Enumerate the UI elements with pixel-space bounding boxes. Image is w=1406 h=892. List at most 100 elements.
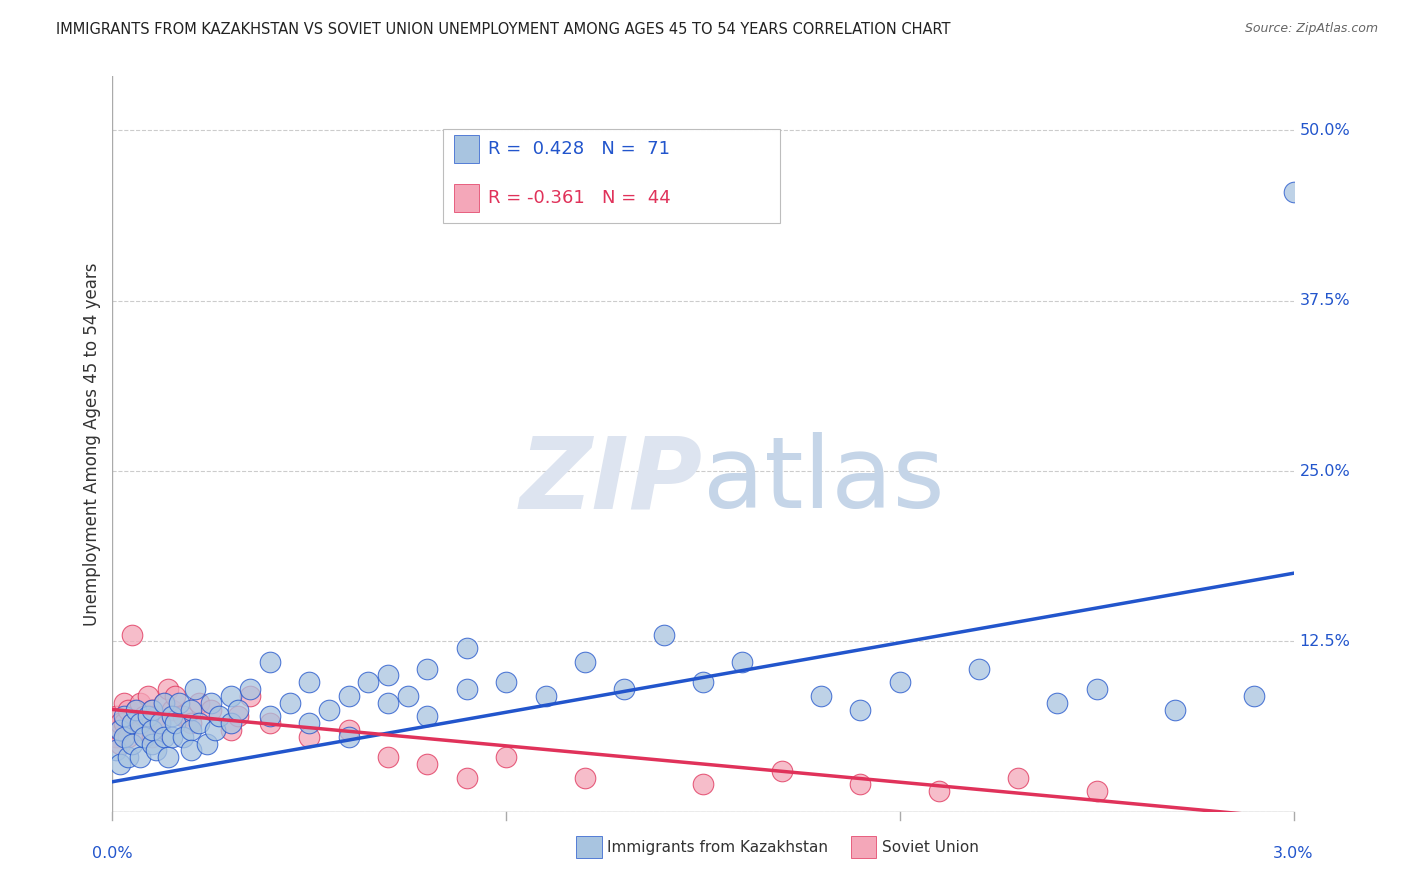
Point — [149, 716, 172, 731]
Point — [337, 689, 360, 703]
Point — [298, 730, 321, 744]
Point — [219, 723, 242, 737]
Text: Source: ZipAtlas.com: Source: ZipAtlas.com — [1244, 22, 1378, 36]
Y-axis label: Unemployment Among Ages 45 to 54 years: Unemployment Among Ages 45 to 54 years — [83, 262, 101, 625]
Point — [652, 627, 675, 641]
Point — [152, 696, 174, 710]
Text: ZIP: ZIP — [520, 432, 703, 529]
Point — [239, 689, 262, 703]
Point — [219, 716, 242, 731]
Point — [377, 668, 399, 682]
Point — [416, 709, 439, 723]
Point — [298, 675, 321, 690]
Point — [110, 723, 132, 737]
Point — [129, 723, 152, 737]
Point — [357, 675, 380, 690]
Point — [105, 709, 128, 723]
Point — [770, 764, 793, 778]
Text: 12.5%: 12.5% — [1299, 634, 1350, 648]
Point — [200, 702, 222, 716]
Point — [228, 702, 250, 716]
Point — [188, 716, 211, 731]
Point — [613, 681, 636, 696]
Point — [534, 689, 557, 703]
Point — [112, 709, 135, 723]
Point — [105, 743, 128, 757]
Point — [692, 675, 714, 690]
Point — [195, 737, 218, 751]
Point — [495, 750, 517, 764]
Point — [141, 737, 163, 751]
Point — [228, 709, 250, 723]
Point — [337, 730, 360, 744]
Point — [337, 723, 360, 737]
Point — [1282, 185, 1305, 199]
Point — [141, 702, 163, 716]
Point — [184, 681, 207, 696]
Point — [165, 689, 187, 703]
Point — [298, 716, 321, 731]
Point — [731, 655, 754, 669]
Point — [180, 716, 202, 731]
Point — [849, 777, 872, 791]
Point — [141, 723, 163, 737]
Point — [318, 702, 340, 716]
Point — [121, 627, 143, 641]
Point — [121, 737, 143, 751]
Point — [278, 696, 301, 710]
Point — [112, 696, 135, 710]
Point — [110, 757, 132, 772]
Point — [136, 709, 159, 723]
Point — [172, 730, 194, 744]
Point — [1085, 784, 1108, 798]
Text: R =  0.428   N =  71: R = 0.428 N = 71 — [488, 140, 669, 158]
Point — [204, 723, 226, 737]
Point — [121, 716, 143, 731]
Point — [1164, 702, 1187, 716]
Point — [574, 655, 596, 669]
Point — [456, 681, 478, 696]
Point — [129, 716, 152, 731]
Point — [377, 696, 399, 710]
Point — [125, 702, 148, 716]
Point — [156, 750, 179, 764]
Text: Immigrants from Kazakhstan: Immigrants from Kazakhstan — [607, 840, 828, 855]
Point — [188, 696, 211, 710]
Text: 3.0%: 3.0% — [1274, 846, 1313, 861]
Point — [110, 716, 132, 731]
Text: Soviet Union: Soviet Union — [882, 840, 979, 855]
Point — [239, 681, 262, 696]
Point — [456, 641, 478, 656]
Point — [121, 716, 143, 731]
Point — [145, 743, 167, 757]
Point — [136, 689, 159, 703]
Point — [396, 689, 419, 703]
Point — [208, 709, 231, 723]
Point — [129, 750, 152, 764]
Point — [117, 702, 139, 716]
Point — [1085, 681, 1108, 696]
Point — [132, 730, 155, 744]
Point — [200, 696, 222, 710]
Text: 25.0%: 25.0% — [1299, 464, 1350, 478]
Text: 0.0%: 0.0% — [93, 846, 132, 861]
Point — [141, 702, 163, 716]
Point — [416, 662, 439, 676]
Text: R = -0.361   N =  44: R = -0.361 N = 44 — [488, 189, 671, 207]
Point — [219, 689, 242, 703]
Text: atlas: atlas — [703, 432, 945, 529]
Point — [117, 750, 139, 764]
Point — [112, 730, 135, 744]
Point — [416, 757, 439, 772]
Point — [110, 737, 132, 751]
Point — [160, 709, 183, 723]
Point — [495, 675, 517, 690]
Point — [117, 730, 139, 744]
Point — [377, 750, 399, 764]
Point — [141, 730, 163, 744]
Point — [132, 709, 155, 723]
Point — [169, 696, 191, 710]
Point — [1007, 771, 1029, 785]
Point — [692, 777, 714, 791]
Point — [259, 709, 281, 723]
